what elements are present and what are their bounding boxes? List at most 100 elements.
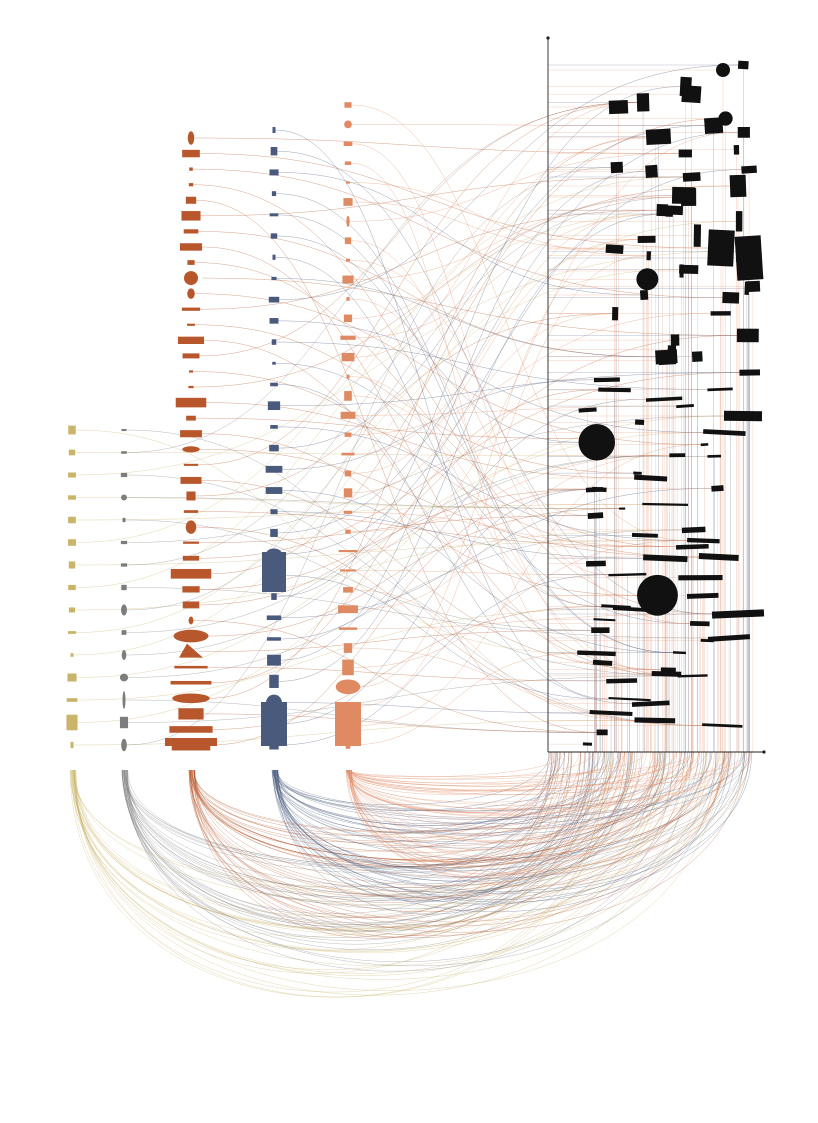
ochre-item <box>68 607 76 613</box>
salmon-item <box>346 181 350 184</box>
target-shape <box>675 543 709 550</box>
target-shape <box>593 377 620 383</box>
target-shape <box>672 651 687 655</box>
target-shape <box>707 634 751 642</box>
link-curve-ochre <box>76 432 704 678</box>
column-ochre <box>66 425 78 749</box>
link-curve-ochre <box>75 504 643 521</box>
rust-item <box>188 616 194 625</box>
link-curve-navy <box>279 64 739 300</box>
target-shape <box>741 165 757 174</box>
link-curve-salmon <box>352 589 635 721</box>
gray-item <box>122 691 126 709</box>
rust-item <box>182 353 200 359</box>
salmon-item <box>338 605 358 614</box>
target-shape <box>582 742 593 746</box>
arc-curve-gray <box>127 751 560 888</box>
target-shape <box>592 659 613 666</box>
salmon-item <box>342 659 354 676</box>
rust-item <box>181 307 201 311</box>
gray-item <box>121 604 127 616</box>
ochre-item <box>68 631 76 634</box>
link-curve-rust <box>202 277 737 336</box>
rust-item <box>187 288 195 299</box>
salmon-item <box>344 102 352 108</box>
link-curve-salmon <box>349 182 647 257</box>
salmon-item <box>340 411 356 419</box>
link-curve-navy <box>278 125 705 449</box>
target-shape <box>735 211 743 232</box>
target-shape <box>686 592 719 599</box>
arc-curve-salmon <box>349 751 676 792</box>
target-shape <box>578 424 616 461</box>
link-curve-salmon <box>350 653 578 746</box>
axis-top-dot <box>546 36 550 40</box>
ochre-item <box>68 449 76 456</box>
link-curve-rust <box>198 102 637 466</box>
rust-item <box>179 643 203 658</box>
target-shape <box>596 729 608 736</box>
link-curve-rust <box>208 508 620 637</box>
link-curve-salmon <box>351 313 711 435</box>
arc-curve-salmon <box>350 751 681 814</box>
arc-curve-rust <box>193 751 692 847</box>
navy-item <box>270 425 278 429</box>
rust-item <box>189 370 193 373</box>
link-curve-navy <box>277 426 688 541</box>
target-shape <box>682 172 701 182</box>
target-shape <box>585 487 603 493</box>
navy-item <box>267 654 281 666</box>
target-shape <box>670 334 680 346</box>
rust-item <box>170 568 212 579</box>
link-curve-gray <box>127 474 678 677</box>
target-shape <box>589 709 633 717</box>
link-curve-rust <box>199 102 637 357</box>
target-shape <box>651 670 682 677</box>
rust-item <box>185 196 197 204</box>
link-curve-salmon <box>355 570 609 575</box>
salmon-item <box>346 215 350 227</box>
rust-item <box>189 167 193 171</box>
link-curve-gray <box>126 196 682 611</box>
navy-item <box>267 637 281 641</box>
gray-item <box>119 716 129 729</box>
link-curve-ochre <box>77 608 613 701</box>
salmon-item <box>340 569 356 572</box>
rust-item <box>174 665 208 669</box>
salmon-item <box>343 587 353 593</box>
link-curve-gray <box>128 529 682 678</box>
rust-item <box>186 415 196 421</box>
link-curve-gray <box>126 429 703 726</box>
salmon-item <box>346 374 350 379</box>
target-shape <box>737 60 749 70</box>
rust-item <box>175 397 207 408</box>
link-curve-navy <box>276 278 656 358</box>
gray-item <box>120 540 128 545</box>
ochre-item <box>68 425 76 435</box>
target-shape <box>691 351 703 362</box>
link-curve-navy <box>280 489 593 725</box>
arc-curve-navy <box>274 751 736 901</box>
link-curve-gray <box>126 454 670 656</box>
arc-curve-rust <box>190 751 731 862</box>
navy-item <box>269 169 279 176</box>
link-curve-salmon <box>351 239 638 474</box>
upper-link-curves <box>73 64 742 746</box>
navy-item <box>270 146 278 156</box>
arc-curve-salmon <box>347 751 683 809</box>
target-shape <box>642 502 689 507</box>
rust-item <box>169 726 213 733</box>
arc-curve-navy <box>273 751 558 833</box>
target-shape <box>619 507 626 510</box>
link-curve-salmon <box>351 124 705 126</box>
rust-item <box>183 463 199 466</box>
arc-curve-navy <box>277 751 731 879</box>
navy-item <box>269 444 279 452</box>
ochre-item <box>68 561 76 569</box>
target-shape <box>636 93 650 112</box>
target-shape <box>723 410 763 422</box>
salmon-item <box>344 432 352 437</box>
link-curve-rust <box>199 372 740 559</box>
rust-item <box>179 243 203 251</box>
gray-item <box>121 738 127 752</box>
